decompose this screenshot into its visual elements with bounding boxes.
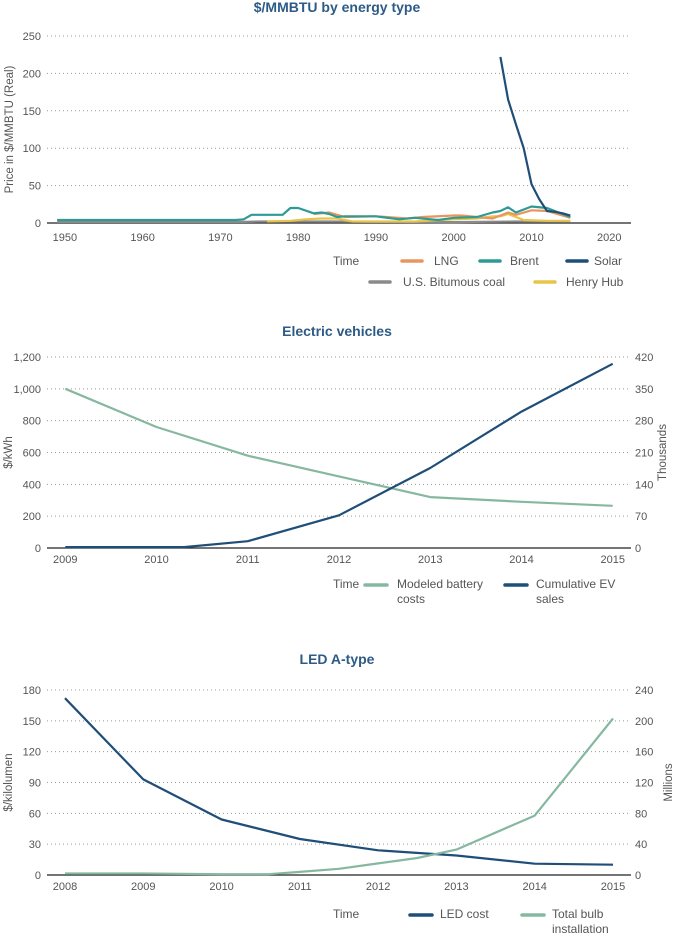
chart-title: Electric vehicles: [282, 323, 392, 339]
y-right-tick-label: 40: [635, 839, 647, 851]
x-tick-label: 2020: [597, 232, 621, 244]
x-tick-label: 2014: [509, 554, 533, 566]
x-tick-label: 2000: [441, 232, 465, 244]
x-tick-label: 2012: [366, 881, 390, 893]
y-tick-label: 0: [35, 543, 41, 555]
y-tick-label: 50: [29, 181, 41, 193]
legend-label: Total bulb: [552, 907, 604, 921]
y-tick-label: 100: [23, 143, 41, 155]
y-right-tick-label: 350: [635, 384, 653, 396]
legend-label: LED cost: [440, 907, 489, 921]
x-tick-label: 2015: [601, 554, 625, 566]
legend-label: Solar: [594, 254, 622, 268]
x-tick-label: 2010: [144, 554, 168, 566]
chart-2: Electric vehicles 0 200 400 600 800 1,000 1,200…: [3, 323, 669, 606]
y-right-tick-label: 210: [635, 448, 653, 460]
y-right-tick-label: 120: [635, 778, 653, 790]
x-tick-label: 2011: [288, 881, 312, 893]
series-line-led-cost: [64, 697, 614, 866]
x-tick-label: 2012: [327, 554, 351, 566]
legend-label: sales: [536, 592, 564, 606]
x-tick-label: 1980: [286, 232, 310, 244]
legend-label: LNG: [434, 254, 459, 268]
series-line-solar: [499, 56, 571, 217]
x-tick-label: 1970: [208, 232, 232, 244]
y-right-tick-label: 70: [635, 511, 647, 523]
x-tick-label: 1990: [364, 232, 388, 244]
legend-label: Modeled battery: [397, 577, 483, 591]
chart-title: LED A-type: [300, 651, 375, 667]
y-tick-label: 60: [29, 808, 41, 820]
series-line-henry-hub: [267, 212, 571, 223]
y-right-tick-label: 0: [635, 543, 641, 555]
legend-label: installation: [552, 922, 609, 936]
legend-label: U.S. Bitumous coal: [403, 275, 505, 289]
legend-label: costs: [397, 592, 425, 606]
y-tick-label: 1,000: [13, 384, 41, 396]
legend-label: Cumulative EV: [536, 577, 615, 591]
x-tick-label: 2009: [53, 554, 77, 566]
y-tick-label: 200: [23, 511, 41, 523]
series-line-cumulative-ev-sales: [65, 362, 614, 549]
chart-1: $/MMBTU by energy type 0 50 100 150 200 250 195…: [4, 0, 631, 289]
y-tick-label: 0: [35, 870, 41, 882]
x-tick-label: 2010: [519, 232, 543, 244]
y-right-tick-label: 240: [635, 685, 653, 697]
y-tick-label: 30: [29, 839, 41, 851]
y-right-axis-label: Thousands: [657, 424, 669, 481]
y-tick-label: 180: [23, 685, 41, 697]
x-axis-label: Time: [333, 907, 360, 921]
x-tick-label: 2011: [236, 554, 260, 566]
x-tick-label: 2009: [131, 881, 155, 893]
series-line-modeled-battery-costs: [64, 387, 613, 507]
x-tick-label: 2013: [418, 554, 442, 566]
y-right-tick-label: 160: [635, 747, 653, 759]
y-tick-label: 400: [23, 479, 41, 491]
x-tick-label: 2015: [601, 881, 625, 893]
y-tick-label: 800: [23, 416, 41, 428]
series-line-u-s-bitumous-coal: [57, 220, 571, 224]
y-axis-label: Price in $/MMBTU (Real): [4, 65, 16, 193]
y-right-tick-label: 200: [635, 716, 653, 728]
legend-label: Brent: [510, 254, 539, 268]
legend-label: Henry Hub: [566, 275, 624, 289]
x-tick-label: 2013: [444, 881, 468, 893]
y-tick-label: 0: [35, 218, 41, 230]
x-tick-label: 1960: [130, 232, 154, 244]
y-right-tick-label: 280: [635, 416, 653, 428]
x-tick-label: 2008: [53, 881, 77, 893]
y-right-axis-label: Millions: [663, 763, 673, 802]
series-line-total-bulb-installation: [65, 717, 614, 876]
x-tick-label: 1950: [53, 232, 77, 244]
y-right-tick-label: 80: [635, 808, 647, 820]
y-right-tick-label: 420: [635, 352, 653, 364]
y-tick-label: 200: [23, 68, 41, 80]
x-axis-label: Time: [333, 577, 360, 591]
chart-title: $/MMBTU by energy type: [254, 0, 421, 15]
series-line-brent: [57, 205, 571, 222]
y-tick-label: 150: [23, 716, 41, 728]
y-tick-label: 1,200: [13, 352, 41, 364]
y-tick-label: 150: [23, 106, 41, 118]
x-axis-label: Time: [333, 254, 360, 268]
chart-3: LED A-type 0 30 60 90 120 150 180 0 40 80 120 160 200…: [3, 651, 673, 936]
x-tick-label: 2014: [522, 881, 546, 893]
y-right-tick-label: 140: [635, 479, 653, 491]
y-tick-label: 250: [23, 31, 41, 43]
y-axis-label: $/kWh: [3, 436, 15, 469]
x-tick-label: 2010: [209, 881, 233, 893]
y-axis-label: $/kilolumen: [3, 753, 15, 811]
y-right-tick-label: 0: [635, 870, 641, 882]
y-tick-label: 600: [23, 448, 41, 460]
y-tick-label: 120: [23, 747, 41, 759]
y-tick-label: 90: [29, 778, 41, 790]
